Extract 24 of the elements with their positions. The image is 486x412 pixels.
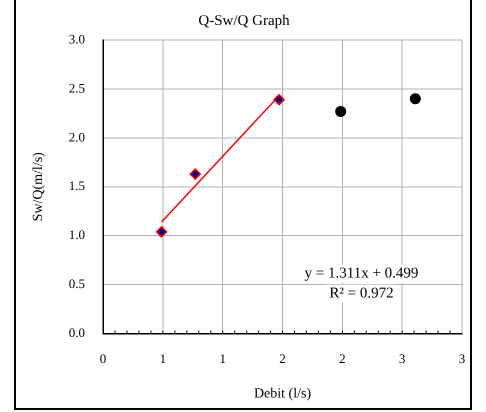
y-tick-label: 3.0 xyxy=(68,31,86,46)
y-tick-label: 0.0 xyxy=(68,325,86,340)
x-axis-title: Debit (l/s) xyxy=(254,386,312,402)
x-tick-label: 1 xyxy=(160,350,166,366)
annotation: y = 1.311x + 0.499 xyxy=(304,266,418,282)
point xyxy=(410,93,421,104)
y-tick-label: 2.5 xyxy=(68,80,86,96)
point xyxy=(273,94,285,106)
y-axis-title: Sw/Q(m/l/s) xyxy=(31,152,46,222)
y-tick-label: 0.5 xyxy=(68,276,86,292)
x-tick-label: 3 xyxy=(398,350,406,366)
x-tick-label: 2 xyxy=(279,350,286,366)
chart-title: Q-Sw/Q Graph xyxy=(198,12,290,29)
x-tick-label: 1 xyxy=(219,350,226,366)
point xyxy=(190,168,202,180)
x-tick-label: 2 xyxy=(339,350,346,366)
x-tick-label: 0 xyxy=(100,350,106,366)
point xyxy=(335,106,346,117)
x-tick-label: 3 xyxy=(458,350,466,366)
y-tick-label: 2.0 xyxy=(68,129,86,144)
y-tick-label: 1.0 xyxy=(68,227,86,242)
point xyxy=(156,226,168,238)
annotation: R² = 0.972 xyxy=(329,286,394,302)
y-tick-label: 1.5 xyxy=(68,178,86,194)
